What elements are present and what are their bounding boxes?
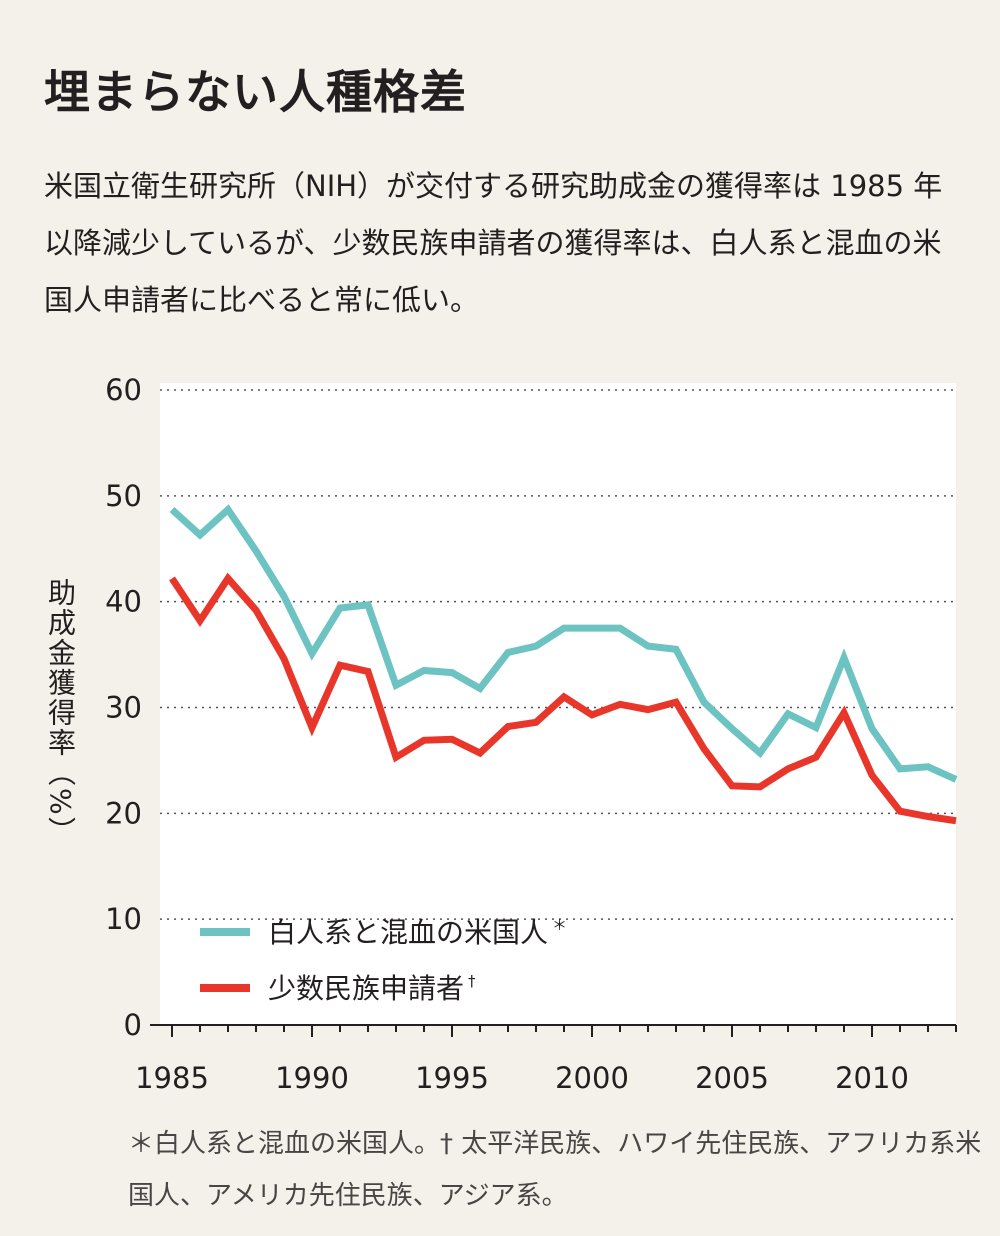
footnote: ＊白人系と混血の米国人。† 太平洋民族、ハワイ先住民族、アフリカ系米国人、アメリ…: [128, 1129, 982, 1211]
series-lines: [169, 504, 958, 825]
y-tick-label: 60: [105, 373, 142, 407]
x-tick-labels: 1985 1990 1995 2000 2005 2010: [135, 1061, 909, 1095]
lead-paragraph: 米国立衛生研究所（NIH）が交付する研究助成金の獲得率は 1985 年以降減少し…: [44, 169, 943, 317]
x-tick-label: 2000: [555, 1061, 629, 1095]
chart-title: 埋まらない人種格差: [44, 65, 467, 119]
legend-footnote-mark: ＊: [552, 916, 567, 934]
legend: 白人系と混血の米国人 ＊ 少数民族申請者 †: [200, 916, 567, 1005]
y-tick-label: 10: [105, 902, 142, 936]
y-axis-label: 助成金獲得率（%）: [44, 578, 77, 847]
x-axis: [150, 1024, 957, 1037]
y-tick-label: 40: [105, 585, 142, 619]
y-tick-labels: 0 10 20 30 40 50 60: [105, 373, 142, 1042]
legend-label: 白人系と混血の米国人: [268, 916, 548, 949]
series-line-white-mixed: [169, 504, 958, 783]
x-tick-label: 2005: [695, 1061, 769, 1095]
x-tick-label: 1990: [275, 1061, 349, 1095]
legend-label: 少数民族申請者: [268, 972, 464, 1005]
y-tick-label: 30: [105, 691, 142, 725]
series-line-minority: [169, 572, 957, 825]
y-tick-label: 0: [124, 1008, 142, 1042]
x-tick-label: 2010: [835, 1061, 909, 1095]
x-tick-label: 1985: [135, 1061, 209, 1095]
y-tick-label: 50: [105, 479, 142, 513]
y-tick-label: 20: [105, 796, 142, 830]
legend-footnote-mark: †: [468, 972, 476, 990]
x-tick-label: 1995: [415, 1061, 489, 1095]
